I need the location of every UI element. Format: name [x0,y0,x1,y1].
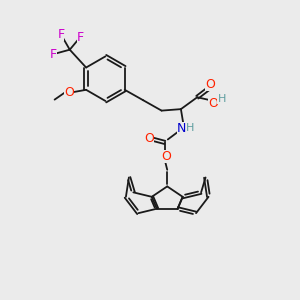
Text: O: O [161,150,171,163]
Text: F: F [57,28,64,41]
Text: H: H [218,94,226,104]
Text: O: O [64,86,74,99]
Text: F: F [50,48,57,61]
Text: N: N [176,122,186,135]
Text: O: O [144,132,154,145]
Text: F: F [76,31,84,44]
Text: O: O [206,78,215,91]
Text: H: H [186,124,194,134]
Text: O: O [208,97,218,110]
